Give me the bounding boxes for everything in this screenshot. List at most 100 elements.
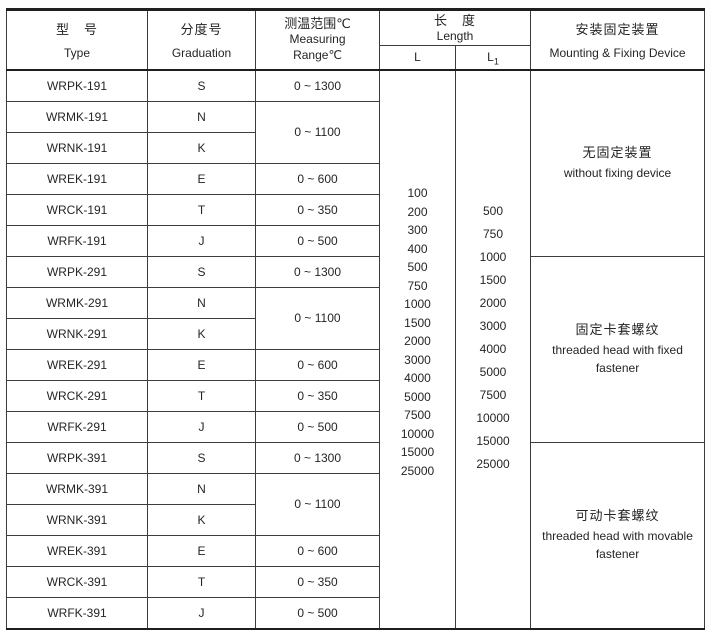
- graduation-cell: K: [147, 131, 256, 164]
- mounting-cell: 无固定装置 without fixing device: [530, 69, 706, 257]
- range-cell: 0 ~ 1100: [255, 472, 380, 536]
- length-value: 15000: [476, 434, 510, 448]
- length-value: 7500: [404, 408, 431, 422]
- graduation-cell: K: [147, 503, 256, 536]
- graduation-cell: E: [147, 162, 256, 195]
- header-length-l: L: [379, 45, 456, 70]
- table-row: WRCK-391 T 0 ~ 350: [6, 565, 705, 598]
- header-length-en: Length: [436, 28, 474, 43]
- range-cell: 0 ~ 1100: [255, 100, 380, 164]
- range-cell: 0 ~ 1100: [255, 286, 380, 350]
- graduation-cell: J: [147, 410, 256, 443]
- type-cell: WRMK-191: [6, 100, 148, 133]
- header-mounting-en: Mounting & Fixing Device: [549, 46, 686, 61]
- type-cell: WRNK-191: [6, 131, 148, 164]
- mounting-zh: 固定卡套螺纹: [575, 322, 660, 337]
- type-cell: WREK-191: [6, 162, 148, 195]
- length-value: 400: [407, 241, 428, 256]
- type-cell: WREK-391: [6, 534, 148, 567]
- graduation-cell: S: [147, 255, 256, 288]
- length-value: 750: [482, 227, 504, 241]
- header-graduation: 分度号 Graduation: [147, 9, 256, 70]
- length-value: 15000: [400, 445, 435, 459]
- range-cell: 0 ~ 600: [255, 348, 380, 381]
- length-value: 10000: [476, 411, 510, 425]
- length-value: 7500: [479, 388, 507, 402]
- mounting-en: threaded head with fixed fastener: [552, 343, 683, 375]
- range-cell: 0 ~ 1300: [255, 441, 380, 474]
- length-value: 3000: [479, 319, 507, 333]
- header-mounting-zh: 安装固定装置: [575, 22, 660, 38]
- type-cell: WREK-291: [6, 348, 148, 381]
- type-cell: WRFK-191: [6, 224, 148, 257]
- header-type-zh: 型 号: [55, 22, 98, 38]
- header-length-group: 长 度 Length: [378, 9, 532, 46]
- length-value: 4000: [404, 371, 431, 385]
- length-value: 100: [407, 186, 428, 200]
- mounting-en: without fixing device: [563, 166, 672, 180]
- length-value: 500: [407, 260, 428, 274]
- range-cell: 0 ~ 600: [255, 162, 380, 195]
- length-value: 750: [407, 278, 428, 293]
- table-row: WRPK-191 S 0 ~ 1300 100 200 300 400 500 750 10…: [6, 69, 706, 629]
- range-cell: 0 ~ 500: [255, 410, 380, 443]
- thermocouple-spec-table: 型 号 Type 分度号 Graduation 测温范围℃ Measuring …: [6, 8, 706, 630]
- length-value: 2000: [479, 296, 507, 310]
- table-row: WRMK-191 N 0 ~ 1100: [6, 100, 705, 164]
- header-length-l1: L1: [454, 45, 532, 70]
- length-value: 4000: [479, 342, 507, 356]
- type-cell: WRCK-391: [6, 565, 148, 598]
- type-cell: WRNK-391: [6, 503, 148, 536]
- type-cell: WRCK-191: [6, 193, 148, 226]
- graduation-cell: N: [147, 286, 256, 319]
- range-cell: 0 ~ 600: [255, 534, 380, 567]
- length-value: 25000: [400, 463, 435, 478]
- mounting-zh: 无固定装置: [582, 145, 653, 160]
- type-cell: WRFK-291: [6, 410, 148, 443]
- graduation-cell: T: [147, 193, 256, 226]
- graduation-cell: S: [147, 69, 256, 102]
- length-value: 1500: [404, 315, 431, 330]
- graduation-cell: T: [147, 565, 256, 598]
- length-value: 3000: [404, 352, 431, 367]
- header-range-en-line1: Measuring: [289, 32, 346, 47]
- header-length-zh: 长 度: [434, 12, 477, 28]
- length-l1-values: 500 750 1000 1500 2000 3000 4000 5000 7500 10000 1…: [456, 71, 530, 628]
- table-row: WRFK-291 J 0 ~ 500: [6, 410, 705, 443]
- header-range-en-line2: Range℃: [293, 48, 342, 63]
- length-value: 500: [482, 204, 504, 218]
- type-cell: WRPK-191: [6, 69, 148, 102]
- length-value: 1000: [479, 250, 507, 264]
- range-cell: 0 ~ 1300: [255, 255, 380, 288]
- type-cell: WRMK-291: [6, 286, 148, 319]
- length-l-cell: 100 200 300 400 500 750 1000 1500 2000 3000 4000 50…: [379, 69, 456, 629]
- graduation-cell: S: [147, 441, 256, 474]
- header-range: 测温范围℃ Measuring Range℃: [255, 9, 380, 70]
- graduation-cell: E: [147, 534, 256, 567]
- length-value: 300: [407, 223, 428, 237]
- length-value: 5000: [404, 389, 431, 404]
- length-value: 10000: [400, 426, 435, 441]
- length-value: 1500: [479, 273, 507, 287]
- graduation-cell: N: [147, 100, 256, 133]
- graduation-cell: N: [147, 472, 256, 505]
- range-cell: 0 ~ 500: [255, 224, 380, 257]
- length-value: 25000: [476, 457, 510, 471]
- type-cell: WRCK-291: [6, 379, 148, 412]
- mounting-cell: 可动卡套螺纹 threaded head with movable fasten…: [530, 441, 706, 629]
- header-type: 型 号 Type: [6, 9, 148, 70]
- range-cell: 0 ~ 350: [255, 193, 380, 226]
- header-type-en: Type: [63, 46, 90, 61]
- mounting-cell: 固定卡套螺纹 threaded head with fixed fastener: [530, 255, 706, 443]
- header-length-l1-subscript: 1: [493, 56, 499, 67]
- range-cell: 0 ~ 350: [255, 379, 380, 412]
- range-cell: 0 ~ 350: [255, 565, 380, 598]
- graduation-cell: E: [147, 348, 256, 381]
- length-value: 2000: [404, 334, 431, 348]
- table-row: WREK-391 E 0 ~ 600: [6, 534, 705, 567]
- type-cell: WRPK-291: [6, 255, 148, 288]
- length-value: 5000: [479, 365, 507, 379]
- table-row: WRNK-391 K: [6, 503, 705, 536]
- length-value: 200: [407, 204, 428, 219]
- table-row: WRFK-191 J 0 ~ 500: [6, 224, 705, 257]
